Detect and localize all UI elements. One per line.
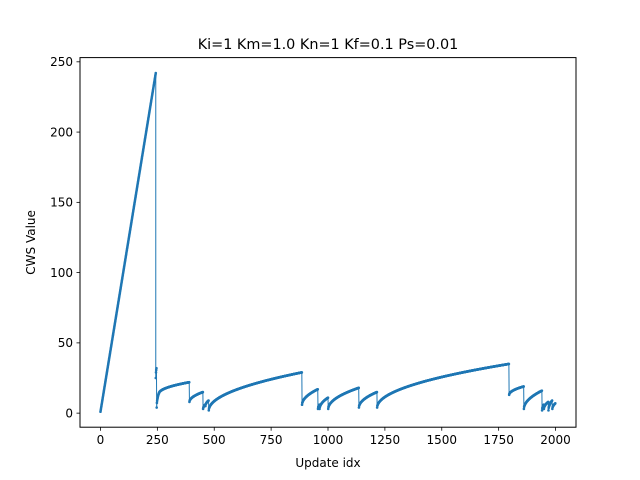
data-point [154,376,158,380]
data-point [155,401,159,405]
x-tick-label: 1250 [370,433,401,447]
x-tick-label: 1500 [426,433,457,447]
data-point [316,387,320,391]
data-point [540,409,544,412]
y-tick-label: 100 [50,266,73,280]
x-tick-label: 0 [97,433,105,447]
data-point [550,399,554,402]
data-point [522,385,525,388]
data-point [540,389,544,392]
x-tick-label: 750 [260,433,283,447]
x-axis-label: Update idx [295,456,360,470]
data-point [507,362,511,366]
x-tick-label: 500 [203,433,226,447]
y-tick-label: 250 [50,55,73,69]
data-point [201,390,205,394]
data-point [187,380,191,384]
data-point [300,371,304,374]
series-points [99,71,557,414]
plot-marks [99,71,557,414]
y-tick-label: 50 [58,336,73,350]
data-point [522,407,526,411]
data-point [547,409,550,412]
y-axis-label: CWS Value [24,210,38,275]
data-point [155,366,158,370]
chart-title: Ki=1 Km=1.0 Kn=1 Kf=0.1 Ps=0.01 [198,37,459,53]
x-tick-label: 250 [146,433,169,447]
x-ticks: 0 250 500 750 1000 1250 1500 1750 2000 [97,427,571,447]
y-ticks: 0 50 100 150 200 250 [50,55,80,420]
data-point [154,71,158,75]
y-tick-label: 0 [65,406,73,420]
data-point [326,396,330,399]
y-tick-label: 200 [50,125,73,139]
plot-area-frame [79,57,577,428]
x-tick-label: 1750 [483,433,514,447]
y-tick-label: 150 [50,196,73,210]
data-point [357,386,361,390]
x-tick-label: 1000 [313,433,344,447]
data-point [155,406,158,409]
x-tick-label: 2000 [540,433,571,447]
data-point [207,399,210,402]
data-point [546,400,550,404]
data-point [554,402,557,405]
data-point [375,390,379,394]
data-point [154,371,158,374]
